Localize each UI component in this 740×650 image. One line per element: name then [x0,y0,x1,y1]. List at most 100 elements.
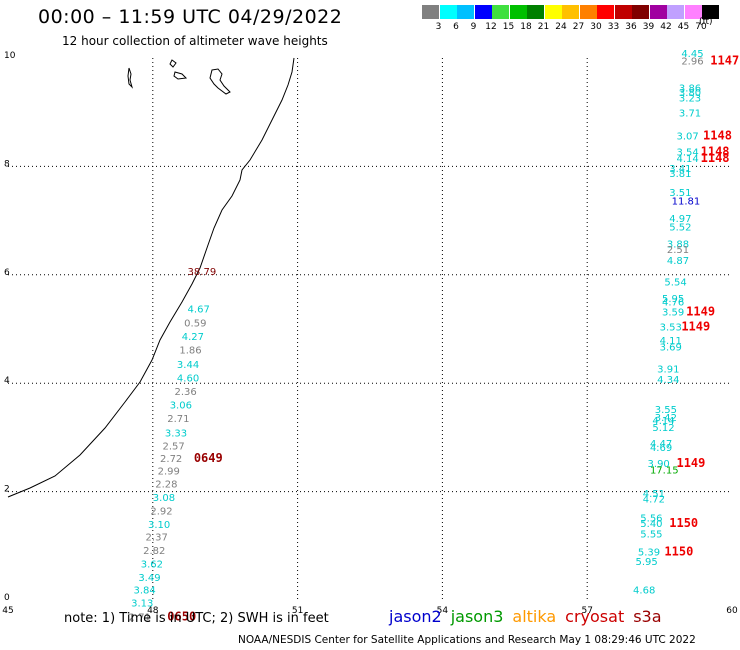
swh-value: 2.72 [160,454,182,465]
latitude-tick: 2 [4,485,10,495]
longitude-tick: 48 [147,606,159,616]
coastline [7,57,295,498]
pass-time: 1149 [676,456,705,470]
swh-value: 3.23 [679,93,701,104]
swh-value: 5.12 [652,423,674,434]
longitude-tick: 54 [437,606,449,616]
swh-value: 2.71 [167,414,189,425]
legend-label: 27 [572,22,585,32]
pass-time: 1149 [681,320,710,334]
swh-value: 1.86 [179,345,201,356]
swh-value: 17.15 [650,466,679,477]
swh-value: 4.69 [650,443,672,454]
swh-value: 3.59 [662,307,684,318]
swh-value: 5.55 [640,530,662,541]
latitude-tick: 8 [4,159,10,169]
legend-swatch [544,5,562,19]
swh-value: 2.99 [158,466,180,477]
swh-value: 4.97 [669,214,691,225]
swh-value: 3.88 [667,240,689,251]
mission-legend: jason2 jason3 altika cryosat s3a [389,607,671,626]
legend-swatch [474,5,492,19]
swh-value: 3.54 [676,148,698,159]
swh-value: 2.51 [667,245,689,256]
swh-value: 3.80 [679,88,701,99]
swh-value: 3.10 [148,520,170,531]
swh-value: 4.47 [650,439,672,450]
legend-swatch [597,5,614,19]
legend-swatch [614,5,632,19]
longitude-tick-labels: 45 48 51 54 57 60 [2,606,738,616]
pass-time: 1148 [701,145,730,159]
latitude-tick: 4 [4,376,10,386]
swh-value: 2.37 [146,532,168,543]
swh-value: 4.14 [652,416,674,427]
graticule [8,58,732,600]
longitude-tick: 57 [581,606,592,616]
legend-label: 12 [485,22,497,32]
legend-swatch [492,5,509,19]
legend-label: 33 [607,22,620,32]
swh-value: 4.87 [667,256,689,267]
legend-label: 6 [453,22,459,32]
legend-label: 39 [642,22,655,32]
legend-swatch [422,5,439,19]
legend-label: 70 [695,22,707,32]
pass-time: 1150 [669,516,698,530]
swh-value: 5.40 [640,519,662,530]
mission-cryosat: cryosat [565,607,625,626]
swh-value: 2.71 [129,613,151,624]
pass-time: 0649 [194,451,223,465]
legend-label: 36 [625,22,637,32]
swh-track-east: 4.452.963.863.803.233.713.073.544.143.41… [633,49,704,597]
swh-value: 3.81 [669,169,691,180]
longitude-tick: 45 [2,606,13,616]
page-subtitle: 12 hour collection of altimeter wave hei… [62,34,328,48]
swh-value: 3.62 [141,559,163,570]
swh-value: 2.36 [175,387,197,398]
swh-value: 5.39 [638,548,660,559]
swh-value: 3.51 [669,188,691,199]
swh-value: 4.60 [177,374,199,385]
legend-label: 45 [677,22,690,32]
swh-value: 5.52 [669,222,691,233]
swh-value: 3.90 [648,459,670,470]
pass-time: 1147 [710,54,739,68]
legend-swatch [667,5,684,19]
swh-value: 3.71 [679,109,701,120]
swh-value: 3.42 [655,413,677,424]
legend-unit: (ft) [699,17,713,27]
swh-value: 3.33 [165,428,187,439]
legend-swatch [684,5,702,19]
mission-jason2: jason2 [389,607,442,626]
legend-label: 42 [660,22,672,32]
coastline-path [7,57,295,498]
legend-swatch [509,5,527,19]
swh-value: 5.95 [662,294,684,305]
swh-value: 3.41 [669,164,691,175]
swh-value: 4.72 [643,494,665,505]
swh-value: 3.86 [679,84,701,95]
swh-value: 3.84 [133,585,155,596]
longitude-tick: 51 [292,606,303,616]
swh-value: 4.51 [643,489,665,500]
pass-time: 1149 [686,304,715,318]
swh-value: 3.91 [657,364,679,375]
legend-swatch [527,5,544,19]
footer-note: note: 1) Time is in UTC; 2) SWH is in fe… [64,611,329,626]
footer-credit: NOAA/NESDIS Center for Satellite Applica… [238,634,696,646]
legend-swatch [632,5,649,19]
latitude-tick: 0 [4,593,10,603]
swh-value: 2.28 [155,479,177,490]
swh-value: 4.27 [182,332,204,343]
swh-value: 3.44 [177,360,199,371]
swh-value: 2.82 [143,546,165,557]
swh-value: 38.79 [188,267,217,278]
island-outline [169,59,188,80]
mission-s3a: s3a [633,607,662,626]
mission-jason3: jason3 [450,607,504,626]
swh-value: 2.96 [681,57,703,68]
swh-value: 4.67 [188,305,210,316]
legend-label: 18 [520,22,532,32]
